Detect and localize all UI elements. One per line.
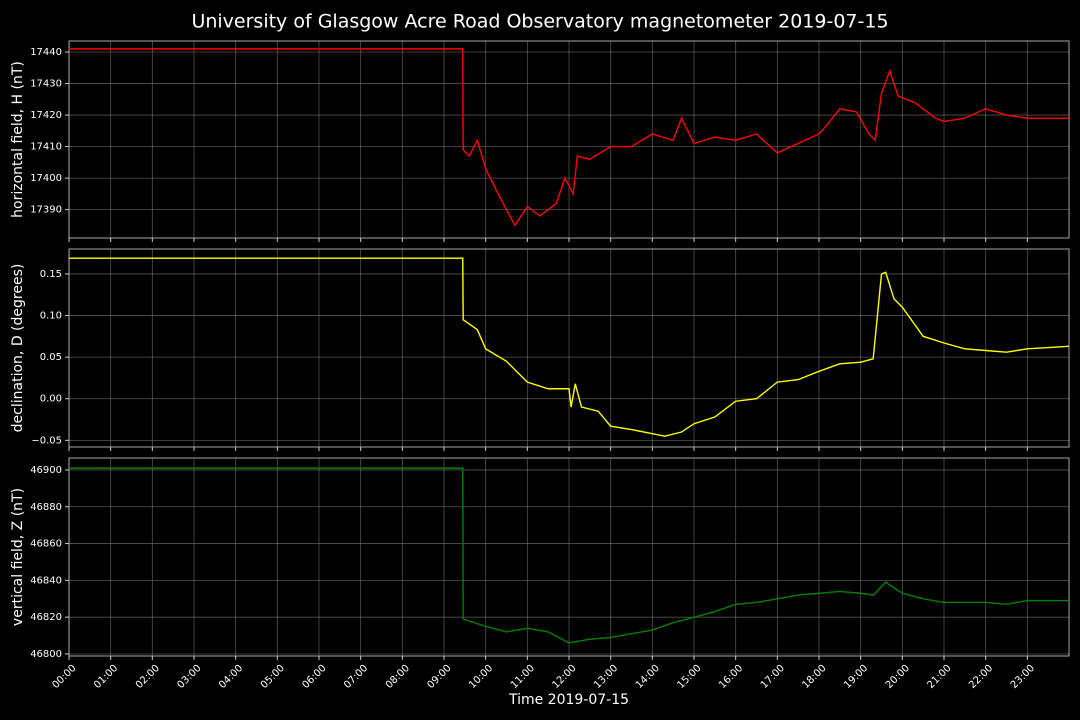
y-tick-label: 17430 xyxy=(30,79,62,90)
data-line xyxy=(69,257,1070,437)
y-tick-label: −0.05 xyxy=(31,435,62,446)
y-tick-label: 46840 xyxy=(30,575,62,586)
x-axis-label: Time 2019-07-15 xyxy=(508,692,629,708)
y-tick-label: 0.15 xyxy=(40,269,62,280)
axes-frame xyxy=(68,248,1070,448)
y-axis-label: horizontal field, H (nT) xyxy=(10,61,26,218)
data-line xyxy=(69,48,1069,227)
y-axis-label: vertical field, Z (nT) xyxy=(10,488,26,626)
y-tick-label: 46820 xyxy=(30,612,62,623)
y-tick-label: 46880 xyxy=(30,502,62,513)
y-tick-label: 0.05 xyxy=(40,352,62,363)
y-tick-label: 46860 xyxy=(30,539,62,550)
y-tick-label: 0.00 xyxy=(40,394,62,405)
y-tick-label: 17440 xyxy=(30,47,62,58)
y-tick-label: 17400 xyxy=(30,173,62,184)
subplot: 17390 17400 17410 17420 17430 17440 horizontal… xyxy=(10,40,1070,242)
subplot: −0.05 0.00 0.05 0.10 0.15 declination, D (deg… xyxy=(10,248,1070,451)
y-tick-label: 17410 xyxy=(30,142,62,153)
y-tick-label: 0.10 xyxy=(40,311,62,322)
axes-frame xyxy=(68,40,1070,239)
axes-frame xyxy=(68,457,1070,657)
figure-title: University of Glasgow Acre Road Observat… xyxy=(191,11,888,33)
data-line xyxy=(69,467,1069,644)
y-tick-label: 46800 xyxy=(30,649,62,660)
y-tick-label: 46900 xyxy=(30,465,62,476)
y-axis-label: declination, D (degrees) xyxy=(10,264,26,433)
y-tick-label: 17420 xyxy=(30,110,62,121)
y-tick-label: 17390 xyxy=(30,205,62,216)
